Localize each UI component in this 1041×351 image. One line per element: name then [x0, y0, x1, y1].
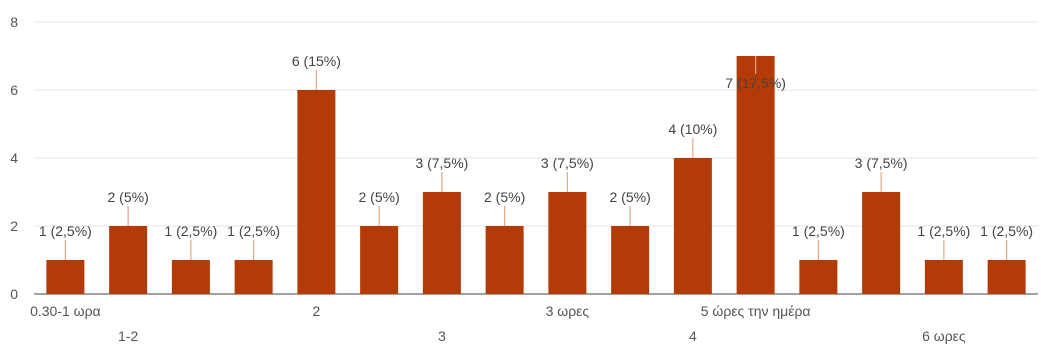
data-label: 3 (7,5%): [855, 155, 908, 171]
y-tick-label: 8: [10, 14, 18, 30]
data-label: 3 (7,5%): [541, 155, 594, 171]
bar[interactable]: [171, 260, 210, 294]
data-label: 1 (2,5%): [164, 223, 217, 239]
data-label: 2 (5%): [484, 189, 525, 205]
x-tick-label: 3 ωρες: [546, 303, 590, 319]
bar[interactable]: [297, 90, 336, 294]
y-tick-label: 6: [10, 82, 18, 98]
bar[interactable]: [46, 260, 85, 294]
bar[interactable]: [924, 260, 963, 294]
data-label: 7 (17,5%): [725, 75, 786, 91]
x-tick-label: 4: [689, 328, 697, 344]
data-label: 1 (2,5%): [980, 223, 1033, 239]
bar[interactable]: [360, 226, 399, 294]
bar[interactable]: [485, 226, 524, 294]
bar[interactable]: [109, 226, 148, 294]
data-label: 1 (2,5%): [792, 223, 845, 239]
data-label: 6 (15%): [292, 53, 341, 69]
y-tick-label: 2: [10, 218, 18, 234]
bar[interactable]: [987, 260, 1026, 294]
x-tick-label: 5 ώρες την ημέρα: [701, 303, 811, 319]
data-label: 1 (2,5%): [227, 223, 280, 239]
bar[interactable]: [611, 226, 650, 294]
bar[interactable]: [422, 192, 461, 294]
x-tick-label: 6 ωρες: [922, 328, 966, 344]
bar[interactable]: [799, 260, 838, 294]
bar[interactable]: [862, 192, 901, 294]
data-label: 3 (7,5%): [415, 155, 468, 171]
bar[interactable]: [234, 260, 273, 294]
data-label: 2 (5%): [359, 189, 400, 205]
data-label: 1 (2,5%): [917, 223, 970, 239]
y-tick-label: 0: [10, 286, 18, 302]
data-label: 2 (5%): [108, 189, 149, 205]
y-tick-label: 4: [10, 150, 18, 166]
x-tick-label: 1-2: [118, 328, 138, 344]
bars: [46, 56, 1026, 294]
bar[interactable]: [548, 192, 587, 294]
data-label: 2 (5%): [610, 189, 651, 205]
bar[interactable]: [736, 56, 775, 294]
x-tick-label: 2: [312, 303, 320, 319]
data-label: 4 (10%): [668, 121, 717, 137]
bar[interactable]: [673, 158, 712, 294]
x-tick-label: 3: [438, 328, 446, 344]
data-labels: 1 (2,5%) 2 (5%) 1 (2,5%) 1 (2,5%) 6 (15%) 2 (…: [39, 53, 1033, 260]
x-axis-labels: 0.30-1 ωρα 1-2 2 3 3 ωρες 45 ώρες την ημέρα 6 …: [30, 303, 966, 344]
data-label: 1 (2,5%): [39, 223, 92, 239]
x-tick-label: 0.30-1 ωρα: [30, 303, 101, 319]
